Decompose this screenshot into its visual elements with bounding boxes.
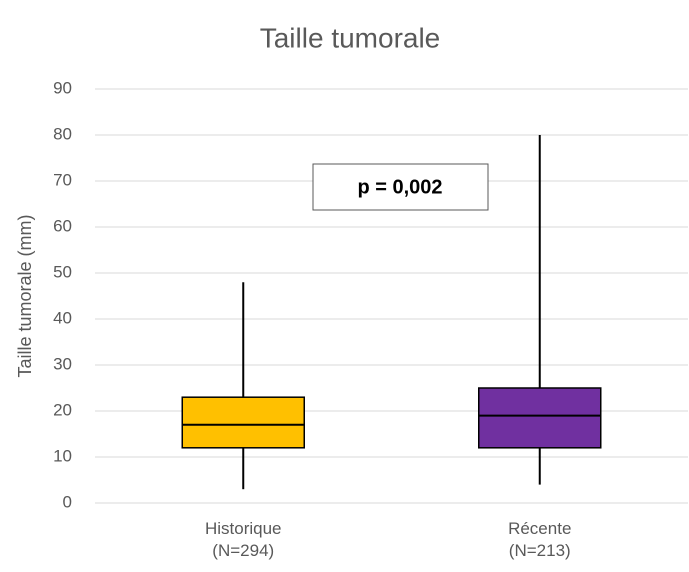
y-tick-label: 10 — [53, 446, 72, 465]
y-tick-label: 70 — [53, 170, 72, 189]
x-tick-label: Récente (N=213) — [508, 519, 572, 560]
y-tick-label: 80 — [53, 124, 72, 143]
box — [478, 387, 602, 449]
box — [181, 396, 305, 449]
y-tick-label: 60 — [53, 216, 72, 235]
annotation: p = 0,002 — [357, 176, 442, 198]
y-tick-label: 20 — [53, 400, 72, 419]
y-tick-label: 90 — [53, 78, 72, 97]
chart-title: Taille tumorale — [260, 22, 441, 53]
y-tick-label: 30 — [53, 354, 72, 373]
x-tick-label: Historique (N=294) — [204, 519, 282, 560]
y-tick-label: 0 — [63, 492, 72, 511]
annotation-box — [312, 163, 489, 211]
y-axis-label: Taille tumorale (mm) — [15, 214, 35, 377]
y-tick-label: 50 — [53, 262, 72, 281]
y-tick-label: 40 — [53, 308, 72, 327]
